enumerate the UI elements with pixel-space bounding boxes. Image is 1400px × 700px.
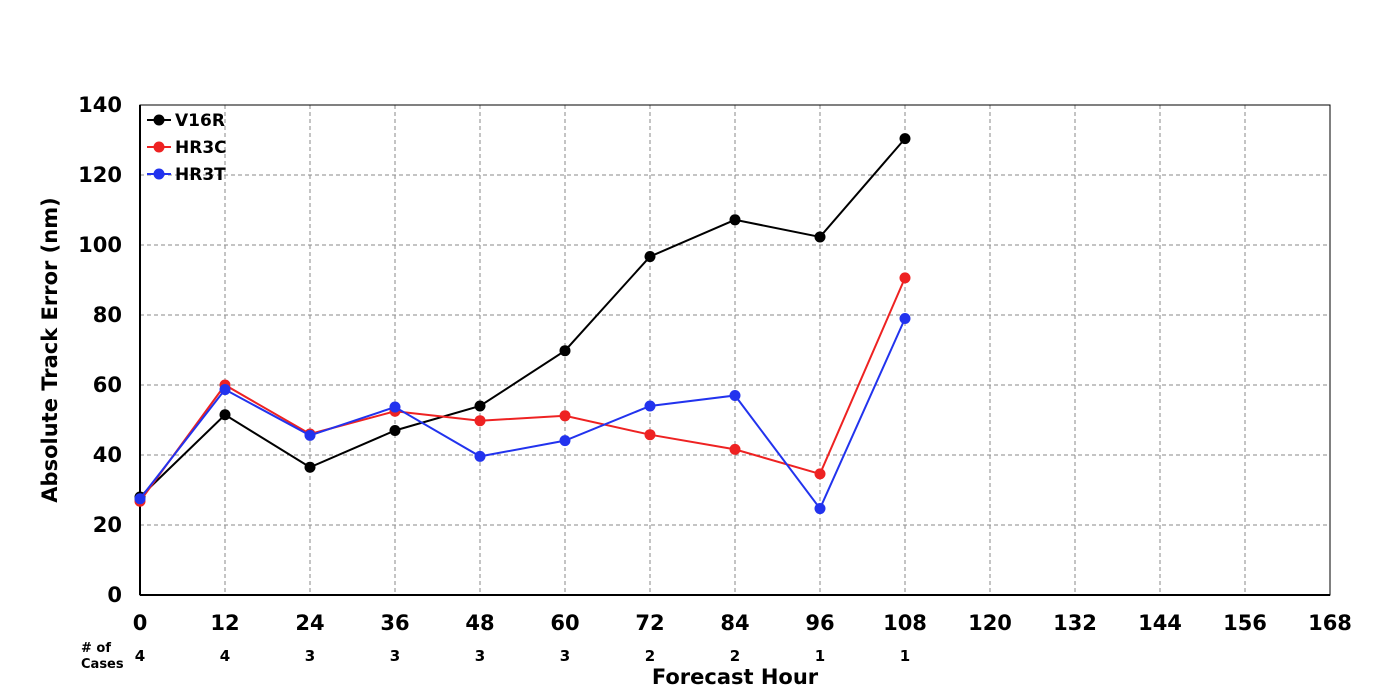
case-count: 4	[135, 647, 145, 665]
data-point-hr3t	[134, 493, 146, 505]
data-point-hr3t	[219, 384, 231, 396]
x-tick-label: 108	[883, 611, 927, 635]
case-count: 3	[560, 647, 570, 665]
data-point-v16r	[559, 345, 571, 357]
x-axis-ticks: 0 12 24 36 48 60 72 84 96 108 120 132 144 156 168	[133, 611, 1352, 635]
y-tick-label: 40	[93, 443, 122, 467]
cases-label-line1: # of	[81, 641, 111, 656]
case-count: 3	[390, 647, 400, 665]
case-count: 3	[305, 647, 315, 665]
data-point-hr3c	[814, 468, 826, 480]
data-point-v16r	[899, 133, 911, 145]
legend-item-v16r: V16R	[147, 111, 225, 131]
legend-marker	[153, 114, 165, 126]
x-tick-label: 24	[295, 611, 324, 635]
series-group	[134, 133, 911, 515]
data-point-v16r	[389, 425, 401, 436]
y-tick-label: 20	[93, 513, 122, 537]
case-count: 4	[220, 647, 230, 665]
case-count: 1	[900, 647, 910, 665]
legend-item-hr3c: HR3C	[147, 138, 227, 158]
x-tick-label: 168	[1308, 611, 1352, 635]
x-tick-label: 144	[1138, 611, 1182, 635]
y-tick-label: 0	[107, 583, 122, 607]
data-point-v16r	[304, 461, 316, 473]
x-tick-label: 84	[720, 611, 749, 635]
legend: V16R HR3C HR3T	[147, 111, 227, 185]
data-point-hr3c	[644, 429, 656, 441]
x-tick-label: 36	[380, 611, 409, 635]
x-tick-label: 132	[1053, 611, 1097, 635]
y-axis-title: Absolute Track Error (nm)	[38, 197, 62, 502]
y-tick-label: 60	[93, 373, 122, 397]
case-count: 1	[815, 647, 825, 665]
data-point-hr3c	[474, 415, 486, 427]
y-tick-label: 80	[93, 303, 122, 327]
y-tick-label: 140	[78, 93, 122, 117]
x-tick-label: 0	[133, 611, 148, 635]
legend-marker	[153, 168, 165, 180]
legend-marker	[153, 141, 165, 153]
legend-label: HR3T	[175, 165, 226, 185]
data-point-v16r	[644, 251, 656, 263]
y-tick-label: 120	[78, 163, 122, 187]
x-tick-label: 156	[1223, 611, 1267, 635]
x-tick-label: 96	[805, 611, 834, 635]
x-tick-label: 120	[968, 611, 1012, 635]
data-point-hr3t	[644, 400, 656, 412]
series-v16r	[134, 133, 911, 503]
data-point-hr3t	[559, 435, 571, 447]
cases-row: # of Cases 4 4 3 3 3 3 2 2 1 1	[81, 641, 910, 672]
case-count: 2	[645, 647, 655, 665]
data-point-hr3t	[304, 429, 316, 441]
data-point-hr3t	[899, 313, 911, 324]
x-tick-label: 60	[550, 611, 579, 635]
data-point-hr3t	[729, 390, 741, 401]
x-tick-label: 72	[635, 611, 664, 635]
data-point-hr3c	[559, 410, 571, 422]
case-count: 2	[730, 647, 740, 665]
data-point-v16r	[814, 231, 826, 243]
data-point-v16r	[219, 409, 231, 421]
cases-label-line2: Cases	[81, 657, 124, 672]
data-point-v16r	[474, 400, 486, 412]
y-tick-label: 100	[78, 233, 122, 257]
data-point-hr3t	[814, 503, 826, 515]
y-axis-ticks: 0 20 40 60 80 100 120 140	[78, 93, 122, 607]
series-hr3t	[134, 313, 911, 515]
grid-lines	[140, 105, 1330, 595]
series-line-hr3c	[139, 277, 906, 502]
data-point-hr3t	[389, 401, 401, 413]
x-axis-title: Forecast Hour	[652, 665, 819, 689]
case-count: 3	[475, 647, 485, 665]
series-line-v16r	[139, 137, 906, 498]
data-point-v16r	[729, 214, 741, 226]
legend-item-hr3t: HR3T	[147, 165, 226, 185]
data-point-hr3c	[899, 272, 911, 284]
x-tick-label: 48	[465, 611, 494, 635]
legend-label: V16R	[175, 111, 225, 131]
x-tick-label: 12	[210, 611, 239, 635]
data-point-hr3c	[729, 443, 741, 455]
series-line-hr3t	[139, 318, 906, 511]
series-hr3c	[134, 272, 911, 507]
data-point-hr3t	[474, 450, 486, 462]
legend-label: HR3C	[175, 138, 227, 158]
